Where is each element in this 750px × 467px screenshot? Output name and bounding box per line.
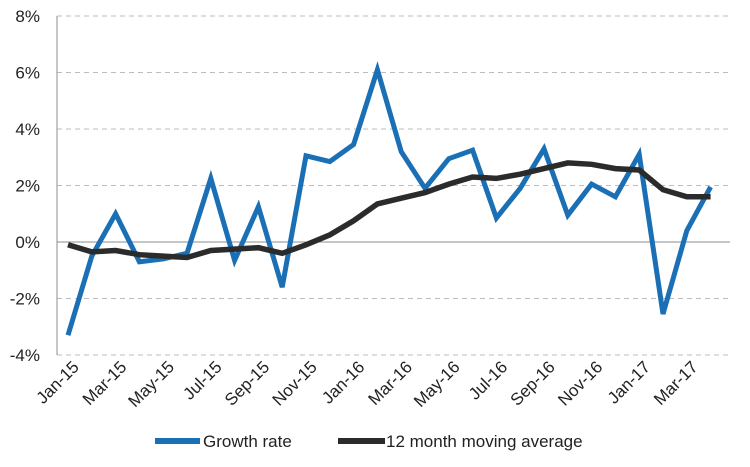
x-tick-label: Jul-16: [465, 357, 511, 403]
y-tick-label: 0%: [15, 233, 40, 252]
y-tick-label: 8%: [15, 7, 40, 26]
y-tick-label: 2%: [15, 177, 40, 196]
x-tick-label: Sep-15: [221, 357, 273, 409]
x-tick-label: Sep-16: [507, 357, 559, 409]
x-tick-label: Jan-16: [318, 357, 368, 407]
legend-label: 12 month moving average: [386, 432, 583, 451]
x-tick-label: May-15: [125, 357, 179, 411]
x-tick-label: Mar-16: [365, 357, 417, 409]
y-tick-label: 6%: [15, 64, 40, 83]
y-tick-label: -2%: [10, 290, 40, 309]
x-tick-label: Nov-16: [554, 357, 606, 409]
x-tick-label: Mar-15: [79, 357, 131, 409]
x-tick-label: Jul-15: [179, 357, 225, 403]
y-tick-label: 4%: [15, 120, 40, 139]
x-tick-label: Mar-17: [650, 357, 702, 409]
x-tick-label: Nov-15: [269, 357, 321, 409]
y-tick-label: -4%: [10, 346, 40, 365]
x-tick-label: Jan-17: [604, 357, 654, 407]
series-line-moving-average: [67, 160, 711, 261]
legend-label: Growth rate: [203, 432, 292, 451]
x-tick-label: May-16: [410, 357, 464, 411]
x-tick-label: Jan-15: [33, 357, 83, 407]
